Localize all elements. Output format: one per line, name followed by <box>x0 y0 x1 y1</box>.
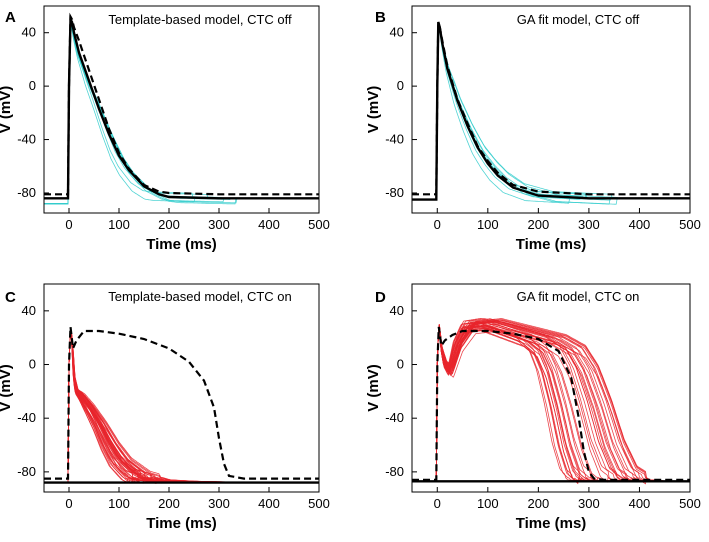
x-tick-label: 100 <box>477 217 499 232</box>
recorded-trace <box>44 25 319 205</box>
y-tick-label: -80 <box>17 185 36 200</box>
panel-letter: B <box>375 9 386 26</box>
x-axis-label: Time (ms) <box>516 515 587 532</box>
y-tick-label: 0 <box>29 78 36 93</box>
recorded-trace <box>44 25 319 205</box>
y-tick-label: -80 <box>17 464 36 479</box>
recorded-trace <box>44 25 319 205</box>
x-tick-label: 400 <box>629 496 651 511</box>
chart-panel-d: D GA fit model, CTC on0 100 200 300 400 500400… <box>365 283 701 532</box>
y-axis-label: V (mV) <box>365 86 382 134</box>
panel-title: Template-based model, CTC on <box>108 289 292 304</box>
trace-layer <box>412 21 690 205</box>
chart-panel-a: A Template-based model, CTC off 0 100 200 300… <box>0 5 330 253</box>
panel-letter: D <box>375 289 386 306</box>
panel-title: GA fit model, CTC off <box>517 12 640 27</box>
y-tick-label: -40 <box>385 132 404 147</box>
recorded-trace <box>412 25 690 204</box>
recorded-trace <box>44 25 319 205</box>
trace-layer <box>44 12 319 205</box>
x-tick-label: 0 <box>434 217 441 232</box>
model-trace <box>412 21 690 201</box>
x-tick-label: 200 <box>158 496 180 511</box>
trace-layer <box>44 326 319 485</box>
recorded-trace <box>44 25 319 205</box>
recorded-trace <box>412 25 690 201</box>
recorded-trace <box>412 25 690 200</box>
x-tick-label: 500 <box>679 217 701 232</box>
reference-trace <box>44 12 319 196</box>
axes-frame <box>411 5 691 214</box>
y-tick-label: 0 <box>397 78 404 93</box>
panel-title: Template-based model, CTC off <box>108 12 292 27</box>
recorded-trace <box>412 319 690 482</box>
axes-frame <box>43 283 320 493</box>
reference-trace <box>412 326 690 481</box>
recorded-trace <box>44 26 319 205</box>
axes-frame <box>43 5 320 214</box>
recorded-trace <box>412 25 690 205</box>
recorded-trace <box>412 25 690 205</box>
y-tick-label: -40 <box>17 410 36 425</box>
recorded-trace <box>44 26 319 205</box>
chart-panel-c: C Template-based model, CTC on 0 100 200 300 4… <box>0 283 330 532</box>
recorded-trace <box>44 332 319 483</box>
x-axis-label: Time (ms) <box>146 236 217 253</box>
recorded-trace <box>412 325 690 485</box>
x-tick-label: 100 <box>108 217 130 232</box>
recorded-trace <box>412 25 690 200</box>
x-tick-label: 500 <box>308 496 330 511</box>
y-tick-label: 40 <box>390 25 404 40</box>
x-tick-label: 500 <box>679 496 701 511</box>
x-tick-label: 100 <box>108 496 130 511</box>
y-tick-label: -80 <box>385 185 404 200</box>
y-tick-label: 40 <box>22 303 36 318</box>
panel-letter: A <box>5 9 16 26</box>
y-tick-label: -80 <box>385 464 404 479</box>
x-tick-label: 300 <box>578 496 600 511</box>
model-trace <box>44 15 319 200</box>
x-tick-label: 400 <box>258 217 280 232</box>
x-tick-label: 0 <box>65 496 72 511</box>
x-tick-label: 500 <box>308 217 330 232</box>
reference-trace <box>44 326 319 480</box>
x-axis-label: Time (ms) <box>146 515 217 532</box>
panel-title: GA fit model, CTC on <box>517 289 640 304</box>
x-tick-label: 200 <box>528 496 550 511</box>
x-tick-label: 300 <box>208 217 230 232</box>
y-tick-label: 40 <box>22 25 36 40</box>
y-tick-label: 0 <box>397 357 404 372</box>
y-tick-label: 40 <box>390 303 404 318</box>
recorded-trace <box>412 25 690 200</box>
x-tick-label: 0 <box>434 496 441 511</box>
x-tick-label: 300 <box>578 217 600 232</box>
x-tick-label: 100 <box>477 496 499 511</box>
x-tick-label: 200 <box>158 217 180 232</box>
recorded-trace <box>44 25 319 205</box>
trace-layer <box>412 317 690 485</box>
x-tick-label: 400 <box>629 217 651 232</box>
x-tick-label: 400 <box>258 496 280 511</box>
recorded-trace <box>412 25 690 200</box>
x-tick-label: 0 <box>65 217 72 232</box>
panel-letter: C <box>5 289 16 306</box>
axes-frame <box>411 283 691 493</box>
x-tick-label: 300 <box>208 496 230 511</box>
y-tick-label: -40 <box>17 132 36 147</box>
y-tick-label: -40 <box>385 410 404 425</box>
x-axis-label: Time (ms) <box>516 236 587 253</box>
recorded-trace <box>44 25 319 205</box>
y-axis-label: V (mV) <box>365 364 382 412</box>
y-axis-label: V (mV) <box>0 86 14 134</box>
recorded-trace <box>412 25 690 200</box>
reference-trace <box>412 23 690 196</box>
recorded-trace <box>44 25 319 205</box>
recorded-trace <box>412 25 690 200</box>
x-tick-label: 200 <box>528 217 550 232</box>
y-axis-label: V (mV) <box>0 364 14 412</box>
y-tick-label: 0 <box>29 357 36 372</box>
